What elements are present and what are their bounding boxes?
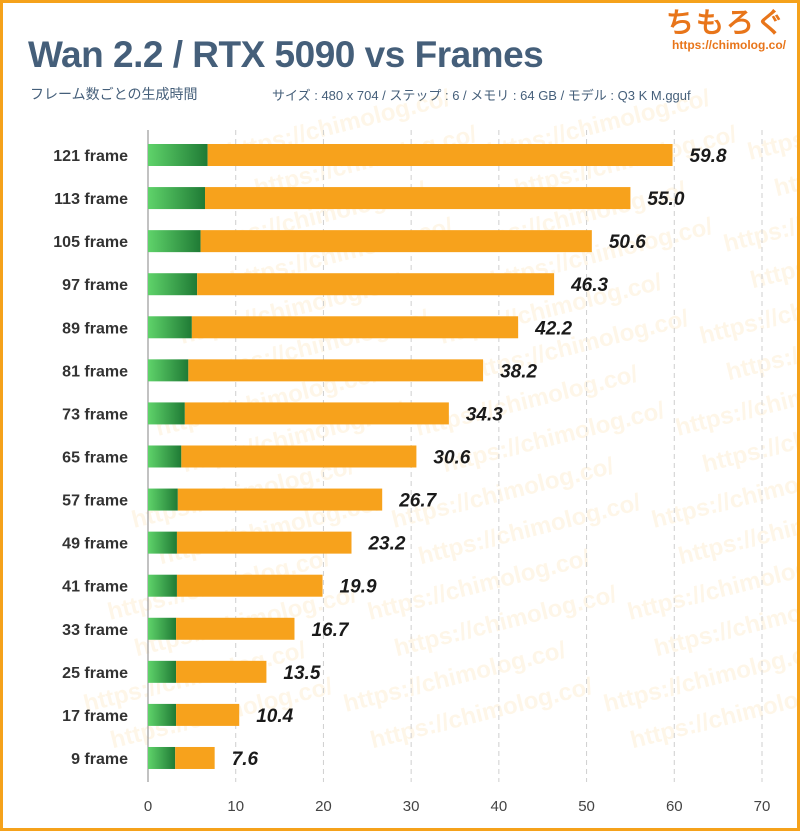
x-tick-label: 50 xyxy=(578,798,595,815)
x-tick-label: 40 xyxy=(491,798,508,815)
value-label: 59.8 xyxy=(690,146,727,167)
category-label: 73 frame xyxy=(62,406,128,423)
value-label: 7.6 xyxy=(232,749,259,770)
chart-title: Wan 2.2 / RTX 5090 vs Frames xyxy=(28,34,544,75)
category-label: 17 frame xyxy=(62,708,128,725)
value-label: 42.2 xyxy=(534,318,572,339)
value-label: 34.3 xyxy=(466,404,503,425)
bar-segment-secondary xyxy=(148,660,177,683)
category-label: 81 frame xyxy=(62,363,128,380)
bar-segment-primary xyxy=(176,574,323,597)
bar-segment-secondary xyxy=(148,230,201,253)
bar-segment-secondary xyxy=(148,273,198,296)
value-label: 46.3 xyxy=(570,275,608,296)
category-label: 113 frame xyxy=(54,191,128,208)
x-tick-label: 10 xyxy=(227,798,244,815)
value-label: 16.7 xyxy=(311,620,349,641)
value-label: 10.4 xyxy=(256,706,293,727)
bar-segment-primary xyxy=(175,746,215,769)
bar-segment-primary xyxy=(176,703,240,726)
bar-segment-primary xyxy=(176,660,267,683)
bar-segment-secondary xyxy=(148,703,177,726)
category-label: 25 frame xyxy=(62,665,128,682)
watermark-text: https://chimolog.co/ xyxy=(745,84,800,165)
category-label: 105 frame xyxy=(53,234,128,251)
value-label: 38.2 xyxy=(500,361,537,382)
category-label: 41 frame xyxy=(62,579,128,596)
bar-segment-secondary xyxy=(148,445,182,468)
value-label: 13.5 xyxy=(283,663,320,684)
bar-segment-primary xyxy=(200,230,592,253)
bar-segment-secondary xyxy=(148,531,177,554)
bar-segment-primary xyxy=(205,187,631,210)
bar-segment-primary xyxy=(177,488,383,511)
logo-url: https://chimolog.co/ xyxy=(672,38,786,52)
bar-segment-secondary xyxy=(148,488,178,511)
category-label: 33 frame xyxy=(62,622,128,639)
value-label: 23.2 xyxy=(367,534,405,555)
bar-segment-secondary xyxy=(148,316,192,339)
x-tick-label: 20 xyxy=(315,798,332,815)
value-label: 19.9 xyxy=(340,577,377,598)
x-tick-label: 0 xyxy=(144,798,152,815)
bar-segment-primary xyxy=(181,445,417,468)
bar-segment-secondary xyxy=(148,746,176,769)
bar-segment-secondary xyxy=(148,187,206,210)
bar-segment-primary xyxy=(176,617,295,640)
category-label: 9 frame xyxy=(71,751,128,768)
bar-segment-secondary xyxy=(148,402,185,425)
category-label: 121 frame xyxy=(53,148,128,165)
bars xyxy=(148,144,673,769)
category-label: 97 frame xyxy=(62,277,128,294)
logo-text: ちもろぐ xyxy=(665,7,786,38)
bar-segment-secondary xyxy=(148,144,208,166)
x-tick-label: 70 xyxy=(754,798,771,815)
x-tick-label: 30 xyxy=(403,798,420,815)
bar-segment-primary xyxy=(197,273,555,296)
bar-segment-secondary xyxy=(148,359,189,382)
site-logo[interactable]: ちもろぐ https://chimolog.co/ xyxy=(665,7,786,53)
category-label: 57 frame xyxy=(62,493,128,510)
x-tick-label: 60 xyxy=(666,798,683,815)
value-label: 50.6 xyxy=(609,232,646,253)
chart-params: サイズ : 480 x 704 / ステップ : 6 / メモリ : 64 GB… xyxy=(272,88,691,103)
category-label: 65 frame xyxy=(62,449,128,466)
bar-segment-primary xyxy=(188,359,484,382)
bar-segment-primary xyxy=(176,531,352,554)
bar-segment-primary xyxy=(207,144,673,166)
bar-segment-primary xyxy=(191,316,519,339)
bar-segment-secondary xyxy=(148,574,177,597)
value-label: 30.6 xyxy=(433,447,470,468)
chart-subtitle: フレーム数ごとの生成時間 xyxy=(30,86,198,102)
bar-segment-secondary xyxy=(148,617,177,640)
category-label: 89 frame xyxy=(62,320,128,337)
bar-segment-primary xyxy=(184,402,449,425)
value-label: 26.7 xyxy=(398,491,437,512)
value-label: 55.0 xyxy=(647,189,684,210)
category-label: 49 frame xyxy=(62,536,128,553)
labels: 121 frame 59.8 113 frame 55.0 105 frame 50.6 9… xyxy=(53,146,727,770)
